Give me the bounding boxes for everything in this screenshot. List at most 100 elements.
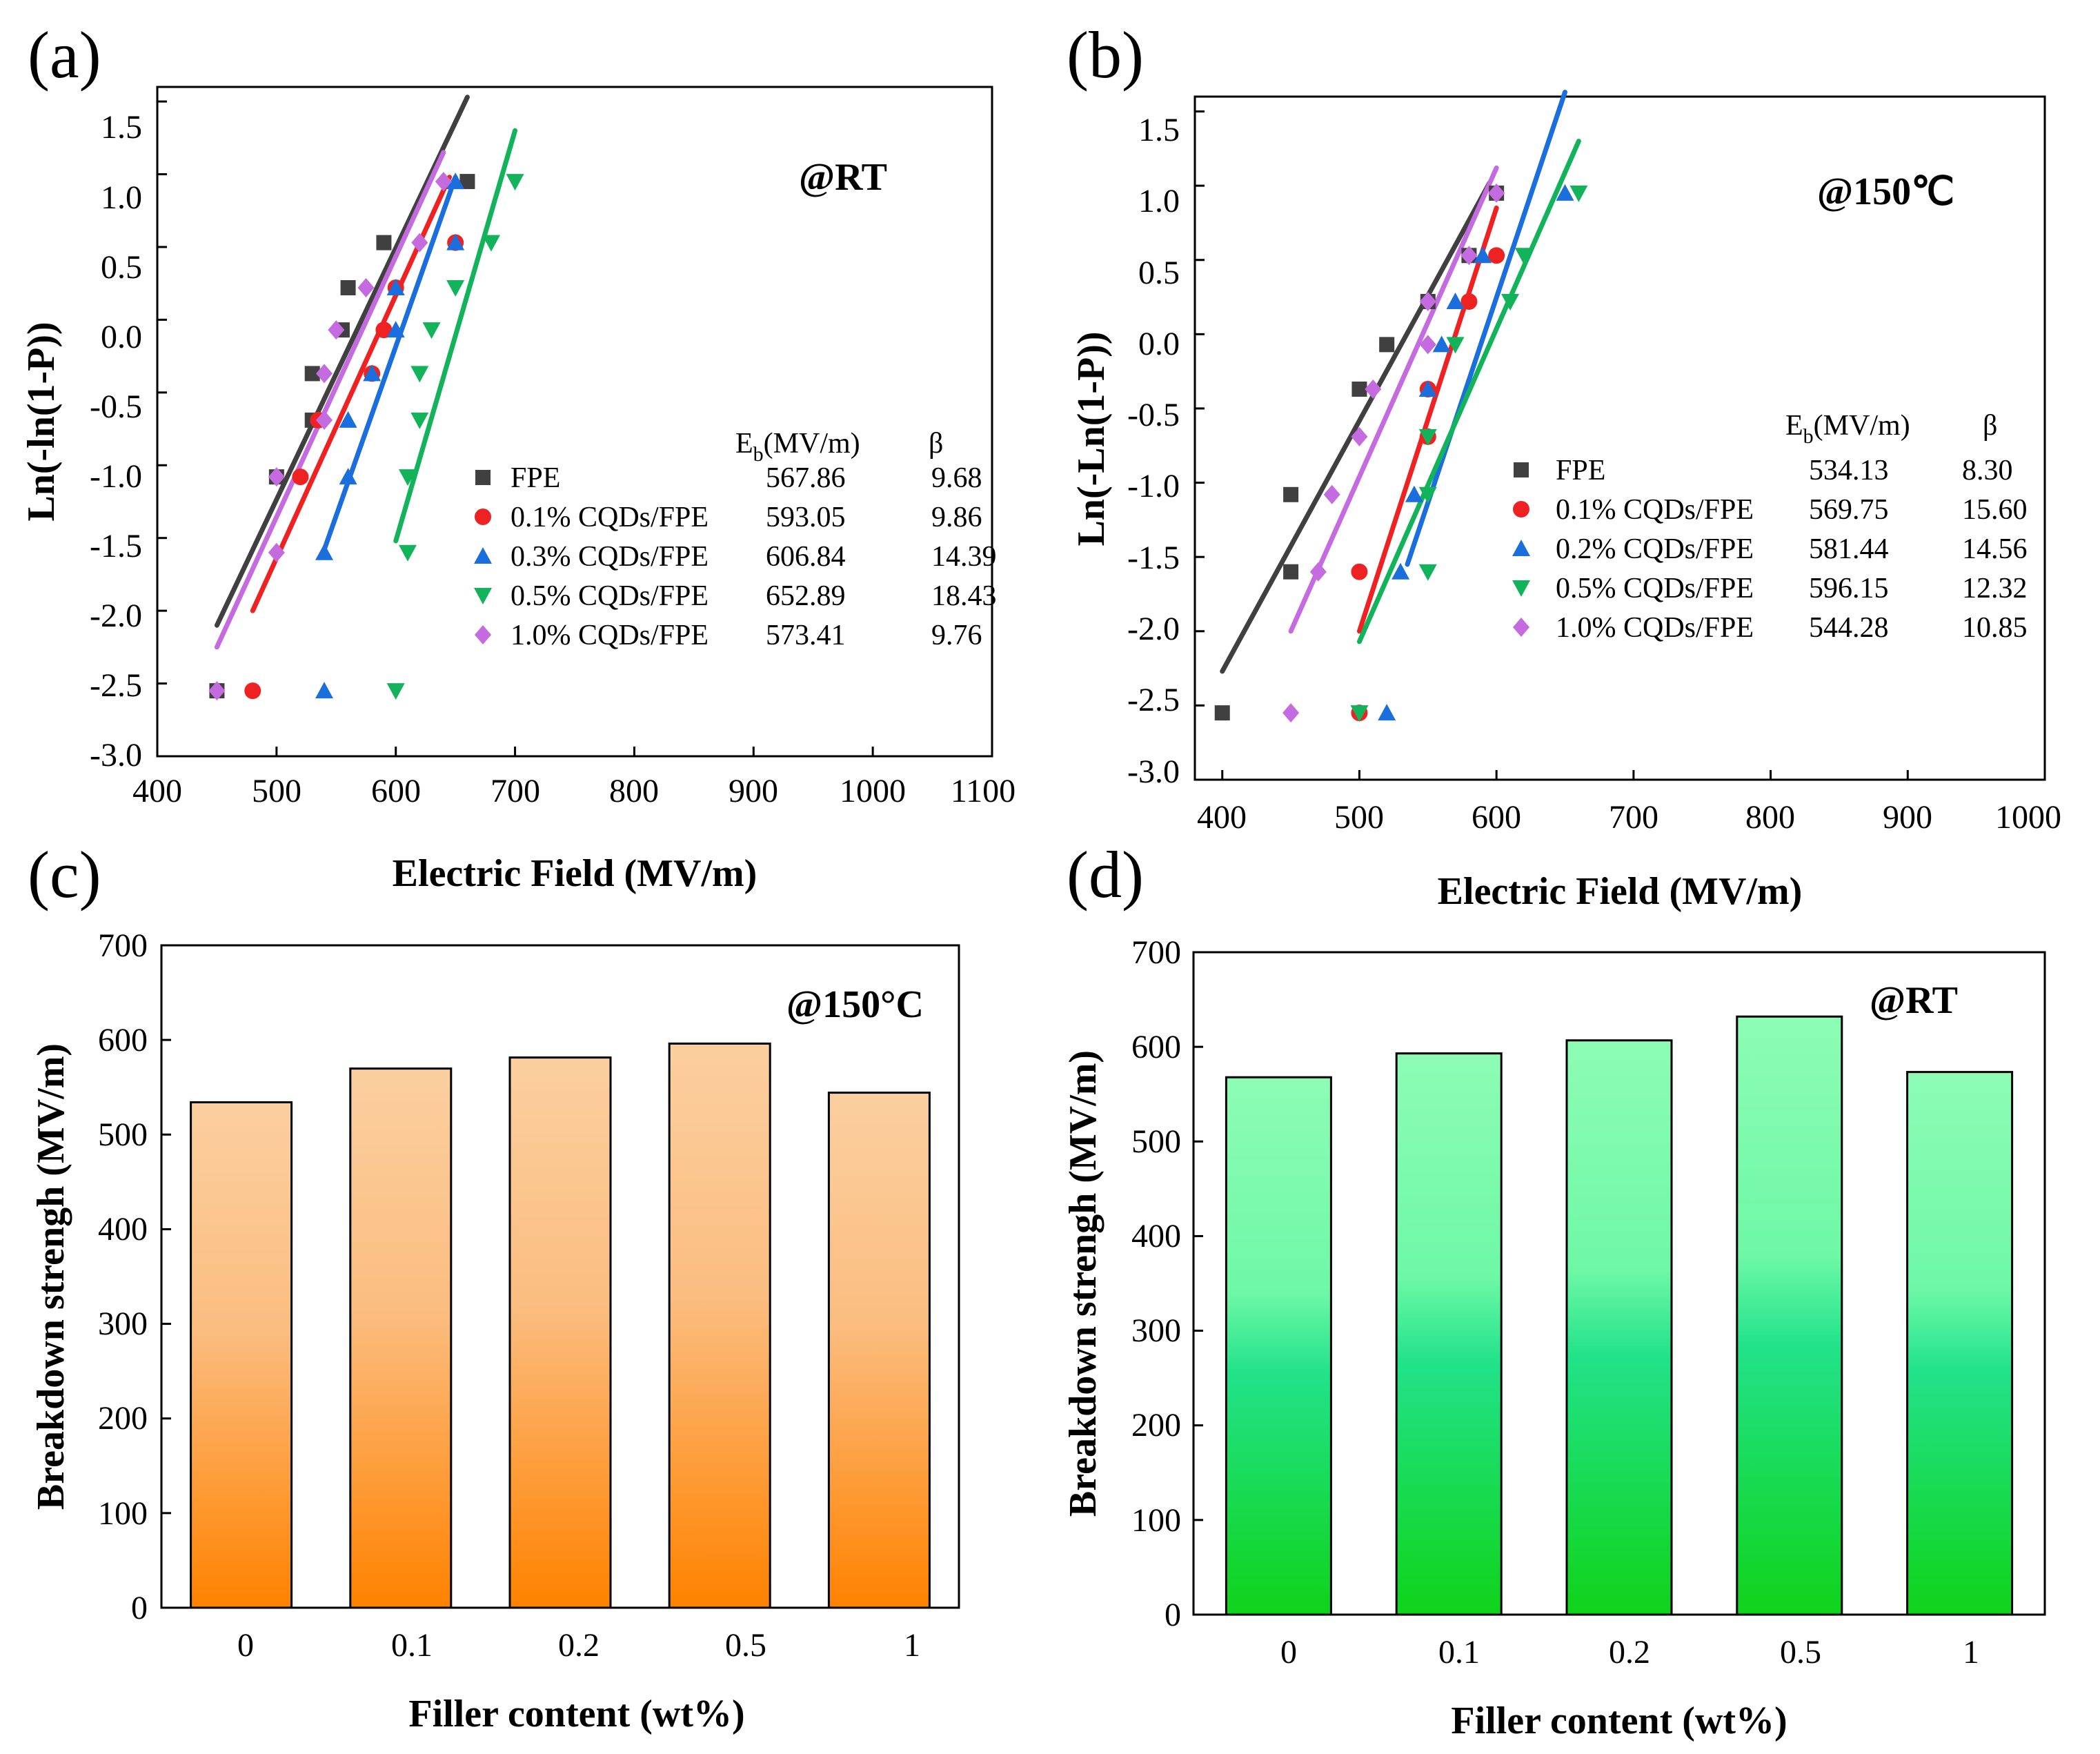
fit-line [1405, 90, 1568, 567]
data-point [1365, 379, 1382, 399]
panel-d-ytick: 200 [1131, 1407, 1181, 1443]
data-point [1282, 703, 1300, 723]
panel-a-label: (a) [28, 18, 101, 92]
panel-a-ytick: 1.0 [101, 179, 142, 216]
data-point [315, 682, 333, 699]
legend-marker [475, 509, 491, 525]
panel-d: (d) 700 600 500 400 300 200 100 0 0 0.1 … [1062, 838, 2046, 1742]
legend-marker [1514, 462, 1529, 477]
panel-d-ytick: 400 [1131, 1218, 1181, 1254]
data-point [208, 681, 226, 701]
panel-d-label: (d) [1067, 838, 1144, 912]
panel-b-ytick: -1.0 [1127, 468, 1180, 504]
data-point [1446, 337, 1465, 354]
legend-beta-value: 14.56 [1962, 533, 2028, 565]
data-point [386, 683, 405, 700]
panel-a-fit-lines [214, 95, 518, 650]
data-point [1351, 563, 1368, 580]
panel-b-ytick: -3.0 [1127, 753, 1180, 790]
bar [1906, 1071, 2014, 1616]
legend-series-name: 1.0% CQDs/FPE [511, 620, 709, 651]
data-point [244, 682, 261, 700]
data-point [357, 278, 375, 297]
panel-b-legend-beta-header: β [1983, 410, 1997, 442]
legend-beta-value: 14.39 [931, 541, 997, 573]
panel-a-legend-rows: FPE 567.86 9.68 0.1% CQDs/FPE 593.05 9.86 0.3%… [474, 462, 997, 651]
panel-d-xtick: 0.5 [1780, 1634, 1821, 1671]
data-point [328, 320, 345, 340]
data-point [410, 412, 429, 429]
panel-b-ytick: 0.0 [1138, 326, 1180, 362]
bar [1565, 1039, 1673, 1616]
data-point [315, 543, 333, 560]
data-point [386, 321, 405, 338]
data-point [1214, 705, 1230, 721]
panel-b-xtick: 700 [1609, 799, 1658, 836]
panel-a-ytick: -1.0 [90, 458, 142, 495]
legend-series-name: 0.5% CQDs/FPE [511, 580, 709, 612]
legend-series-name: 1.0% CQDs/FPE [1556, 612, 1754, 644]
legend-beta-value: 9.68 [931, 462, 982, 494]
data-point [506, 174, 524, 191]
data-point [1418, 486, 1437, 504]
legend-series-name: 0.1% CQDs/FPE [1556, 494, 1754, 526]
panel-b-plot-frame [1193, 95, 2046, 781]
data-point [1419, 292, 1436, 311]
panel-b-y-axis-title: Ln(-Ln(1-P)) [1070, 331, 1113, 546]
data-point [1283, 486, 1299, 502]
data-point [1379, 337, 1395, 353]
panel-b-xtick: 400 [1197, 799, 1247, 836]
data-point [446, 280, 465, 297]
data-point [1418, 428, 1437, 446]
data-point [1474, 246, 1492, 264]
panel-c-bars [190, 1042, 931, 1609]
data-point [1569, 185, 1588, 202]
panel-b-xtick: 900 [1883, 799, 1932, 836]
panel-d-condition-label: @RT [1870, 979, 1958, 1022]
panel-b-ticks: 400 500 600 700 800 900 1000 1.5 1.0 0.5… [1127, 112, 2061, 836]
panel-a: (a) 400 500 600 700 800 900 1000 1100 1.… [20, 18, 1016, 895]
data-point [410, 366, 429, 383]
panel-c-y-axis-title: Breakdown strengh (MV/m) [30, 1043, 72, 1510]
legend-eb-value: 534.13 [1809, 455, 1889, 486]
bar [1395, 1052, 1503, 1616]
panel-d-ytick: 100 [1131, 1502, 1181, 1539]
legend-marker [474, 547, 492, 564]
data-point [446, 173, 465, 190]
data-point [339, 468, 357, 485]
data-point [1351, 381, 1367, 397]
data-point [1446, 293, 1465, 309]
data-point [268, 467, 285, 487]
data-point [1460, 293, 1478, 310]
panel-c-condition-label: @150°C [786, 983, 924, 1026]
legend-eb-value: 544.28 [1809, 612, 1889, 644]
panel-a-xtick: 800 [609, 773, 659, 809]
legend-marker [475, 625, 491, 644]
panel-d-x-axis-title: Filler content (wt%) [1451, 1699, 1787, 1742]
data-point [399, 544, 417, 562]
panel-b-fit-lines [1220, 90, 1581, 674]
data-point [1501, 294, 1520, 311]
panel-b-ytick: -1.5 [1127, 540, 1180, 576]
panel-d-ytick: 300 [1131, 1312, 1181, 1349]
legend-eb-value: 652.89 [766, 580, 846, 612]
legend-beta-value: 9.86 [931, 502, 982, 533]
bar [1736, 1015, 1843, 1616]
data-point [1418, 380, 1437, 397]
panel-a-xtick: 700 [491, 773, 540, 809]
legend-eb-value: 593.05 [766, 502, 846, 533]
data-point [1391, 562, 1410, 580]
legend-marker [1512, 540, 1530, 556]
data-point [446, 233, 465, 250]
panel-a-ytick: -0.5 [90, 388, 142, 425]
data-point [1514, 248, 1533, 265]
panel-a-y-axis-title: Ln(-ln(1-P)) [20, 322, 63, 521]
bar [827, 1092, 931, 1609]
panel-d-xtick: 0.1 [1438, 1634, 1480, 1671]
panel-d-ticks: 700 600 500 400 300 200 100 0 0 0.1 0.2 … [1131, 934, 1979, 1671]
panel-a-legend: Eb(MV/m) β FPE 567.86 9.68 0.1% CQDs/FPE 593… [474, 428, 997, 651]
fit-line [214, 95, 470, 628]
legend-beta-value: 12.32 [1962, 573, 2028, 604]
panel-b-xtick: 800 [1745, 799, 1795, 836]
